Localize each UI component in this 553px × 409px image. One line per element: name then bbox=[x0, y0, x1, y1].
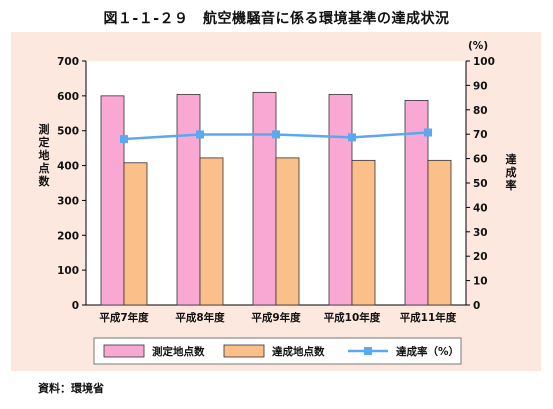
left-tick-label: 300 bbox=[57, 195, 79, 207]
right-tick-label: 60 bbox=[473, 154, 488, 166]
achievement-rate-point bbox=[348, 133, 356, 142]
measured-points-bar bbox=[100, 95, 125, 306]
measured-points-bar bbox=[252, 91, 277, 306]
achievement-rate-point bbox=[120, 135, 128, 144]
legend-rate-marker bbox=[364, 347, 372, 355]
right-tick-label: 90 bbox=[473, 80, 488, 92]
achievement-rate-point bbox=[424, 128, 432, 137]
legend-box bbox=[93, 337, 462, 365]
achieved-points-bar bbox=[427, 159, 452, 306]
figure-title: 図１-１-２９ 航空機騒音に係る環境基準の達成状況 bbox=[103, 11, 450, 27]
category-label: 平成9年度 bbox=[251, 311, 301, 324]
right-axis-unit: (%) bbox=[468, 40, 488, 52]
category-label: 平成10年度 bbox=[324, 311, 381, 324]
right-tick-label: 80 bbox=[473, 105, 488, 117]
right-tick-label: 50 bbox=[473, 178, 488, 190]
legend-swatch-achieved bbox=[223, 344, 265, 358]
right-tick-label: 40 bbox=[473, 202, 488, 214]
achieved-points-bar bbox=[123, 162, 148, 306]
left-tick-label: 200 bbox=[57, 230, 79, 242]
legend-label-rate: 達成率（%） bbox=[396, 345, 459, 358]
right-tick-label: 100 bbox=[473, 56, 495, 68]
left-tick-label: 400 bbox=[57, 161, 79, 173]
chart-panel: 0 100 200 300 400 500 600 700 0 10 20 30 40 50 60 70 80 9… bbox=[11, 32, 541, 371]
legend-label-measured: 測定地点数 bbox=[152, 345, 205, 358]
right-tick-label: 0 bbox=[473, 300, 480, 312]
category-label: 平成7年度 bbox=[99, 311, 149, 324]
achievement-rate-point bbox=[196, 130, 204, 139]
right-tick-label: 30 bbox=[473, 227, 488, 239]
category-label: 平成8年度 bbox=[175, 311, 225, 324]
right-tick-label: 70 bbox=[473, 129, 488, 141]
source-note: 資料：環境省 bbox=[38, 382, 104, 395]
achieved-points-bar bbox=[199, 157, 224, 306]
achieved-points-bar bbox=[351, 159, 376, 306]
left-tick-label: 0 bbox=[72, 300, 79, 312]
right-tick-label: 20 bbox=[473, 251, 488, 263]
measured-points-bar bbox=[328, 94, 353, 306]
left-tick-label: 500 bbox=[57, 126, 79, 138]
left-axis-title: 測定地点数 bbox=[39, 122, 51, 188]
left-tick-label: 700 bbox=[57, 56, 79, 68]
measured-points-bar bbox=[176, 94, 201, 306]
achieved-points-bar bbox=[275, 157, 300, 306]
category-label: 平成11年度 bbox=[400, 311, 457, 324]
left-tick-label: 600 bbox=[57, 91, 79, 103]
achievement-rate-point bbox=[272, 130, 280, 139]
left-tick-label: 100 bbox=[57, 265, 79, 277]
legend-label-achieved: 達成地点数 bbox=[272, 345, 325, 358]
right-tick-label: 10 bbox=[473, 276, 488, 288]
legend-swatch-measured bbox=[103, 344, 145, 358]
combo-chart: 0 100 200 300 400 500 600 700 0 10 20 30 40 50 60 70 80 9… bbox=[39, 40, 517, 365]
right-axis-title: 達成率 bbox=[506, 152, 517, 192]
